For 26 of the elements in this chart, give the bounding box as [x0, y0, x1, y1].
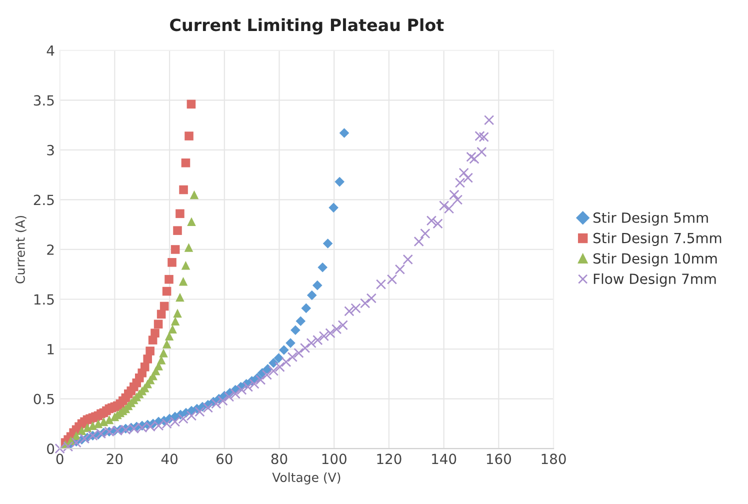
legend-label: Stir Design 7.5mm [593, 232, 722, 246]
x-tick-label: 0 [56, 454, 64, 464]
y-tick-label: 1 [48, 344, 54, 354]
y-tick-label: 0.5 [34, 394, 54, 404]
y-tick-label: 3.5 [34, 95, 54, 106]
y-tick-label: 3 [47, 144, 54, 156]
y-axis-title: Current (A) [15, 216, 26, 284]
x-tick-label: 100 [322, 454, 346, 464]
x-tick-label: 120 [377, 454, 402, 464]
y-tick-label: 4 [46, 46, 54, 56]
legend-label: Stir Design 5mm [593, 212, 708, 226]
legend-label: Stir Design 10mm [593, 252, 717, 266]
x-tick-label: 160 [486, 454, 511, 464]
x-tick-label: 40 [161, 454, 178, 464]
x-tick-label: 140 [432, 454, 456, 464]
x-tick-label: 180 [542, 454, 566, 464]
x-tick-label: 60 [216, 454, 232, 464]
x-tick-label: 80 [271, 454, 288, 464]
y-tick-label: 2 [47, 244, 54, 255]
x-axis-title: Voltage (V) [272, 472, 340, 485]
legend-label: Flow Design 7mm [594, 273, 716, 287]
chart-title: Current Limiting Plateau Plot [170, 18, 444, 35]
y-tick-label: 2.5 [34, 194, 54, 206]
x-tick-label: 20 [106, 454, 123, 464]
y-tick-label: 1.5 [34, 294, 54, 305]
y-tick-label: 0 [47, 444, 54, 454]
